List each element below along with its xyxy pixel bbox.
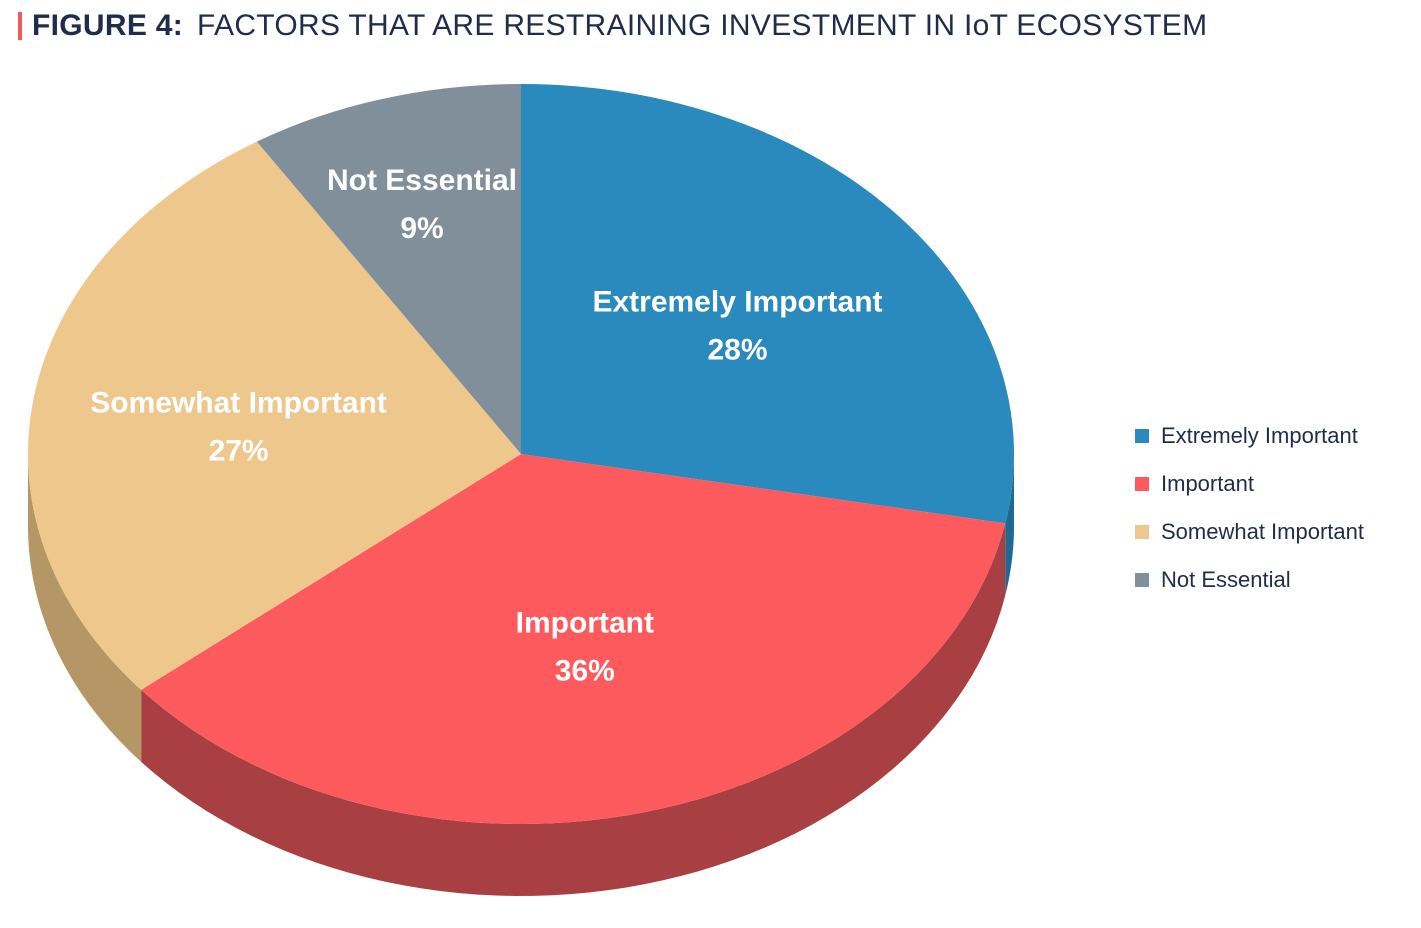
pie-side-important [141, 523, 1006, 896]
slice-value-important: 36% [555, 654, 615, 687]
legend-label: Extremely Important [1161, 423, 1358, 448]
pie-labels: Extremely Important 28% Important 36% Somewh… [90, 164, 882, 687]
slice-label-important: Important [516, 606, 654, 639]
legend-swatch [1135, 477, 1149, 491]
chart-title: FACTORS THAT ARE RESTRAINING INVESTMENT … [197, 9, 1208, 42]
legend-item-not-essential: Not Essential [1135, 556, 1415, 604]
slice-value-extremely-important: 28% [707, 334, 767, 367]
slice-value-not-essential: 9% [400, 212, 443, 245]
pie-sides [28, 454, 1014, 896]
legend-swatch [1135, 429, 1149, 443]
pie-side-extremely-important [1005, 454, 1014, 596]
title-accent-bar [18, 12, 22, 40]
legend-item-important: Important [1135, 460, 1415, 508]
legend-item-extremely-important: Extremely Important [1135, 412, 1415, 460]
legend-label: Not Essential [1161, 567, 1291, 592]
legend-label: Somewhat Important [1161, 519, 1364, 544]
pie-slice-important [141, 454, 1006, 825]
legend-item-somewhat-important: Somewhat Important [1135, 508, 1415, 556]
pie-slice-extremely-important [521, 84, 1015, 524]
legend-label: Important [1161, 471, 1254, 496]
slice-label-somewhat-important: Somewhat Important [90, 386, 387, 419]
figure-label: FIGURE 4: [32, 9, 184, 42]
slice-label-extremely-important: Extremely Important [592, 286, 882, 319]
figure-title: FIGURE 4: FACTORS THAT ARE RESTRAINING I… [18, 8, 1207, 44]
legend-swatch [1135, 573, 1149, 587]
pie-top [28, 84, 1015, 825]
pie-slice-not-essential [256, 84, 521, 454]
pie-side-somewhat-important [28, 454, 142, 762]
pie-slice-somewhat-important [28, 141, 521, 690]
slice-value-somewhat-important: 27% [209, 434, 269, 467]
legend: Extremely Important Important Somewhat I… [1135, 412, 1415, 604]
slice-label-not-essential: Not Essential [327, 164, 517, 197]
legend-swatch [1135, 525, 1149, 539]
